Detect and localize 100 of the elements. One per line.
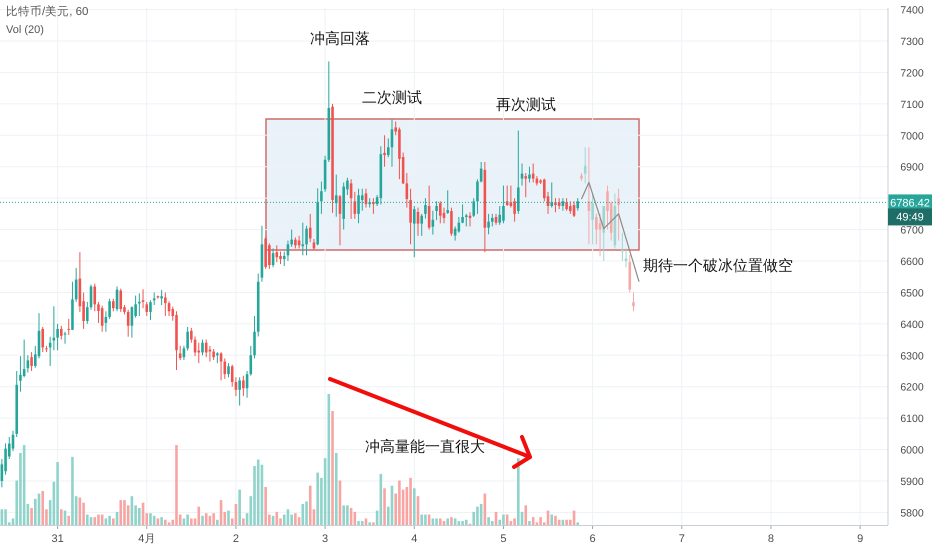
candlestick: [22, 339, 26, 378]
bar: [364, 518, 368, 525]
bar: [357, 521, 360, 525]
candlestick: [194, 336, 196, 357]
candlestick: [286, 240, 290, 262]
bar: [450, 517, 453, 525]
y-tick-label: 6100: [900, 413, 924, 426]
y-tick-label: 6600: [900, 256, 924, 268]
candlestick: [350, 178, 352, 220]
candlestick: [41, 326, 44, 353]
candlestick: [390, 119, 394, 168]
bar: [412, 488, 416, 525]
x-tick-label: 6: [590, 533, 596, 545]
bar: [56, 462, 59, 525]
bar: [227, 510, 230, 525]
candlestick: [52, 306, 56, 351]
y-tick-label: 5900: [900, 476, 924, 488]
bar: [130, 496, 134, 525]
bar: [350, 508, 352, 525]
candlestick: [272, 248, 274, 268]
bar: [409, 478, 412, 525]
bar: [513, 518, 516, 525]
bar: [360, 521, 364, 525]
annotation: Vol (20): [6, 24, 44, 36]
bar: [149, 513, 152, 525]
candlestick: [216, 352, 219, 364]
candlestick: [56, 323, 59, 351]
bar: [182, 518, 186, 525]
candlestick: [227, 362, 230, 378]
bar: [502, 514, 505, 525]
candlestick: [30, 352, 33, 372]
x-tick-label: 4月: [138, 533, 156, 545]
candlestick: [201, 339, 204, 356]
x-tick-label: 9: [857, 533, 864, 545]
y-tick-label: 7400: [900, 4, 924, 17]
bar: [576, 522, 580, 525]
bar: [220, 500, 222, 525]
bar: [168, 522, 170, 525]
bar: [446, 518, 450, 525]
y-tick-label: 7100: [900, 98, 924, 111]
candlestick: [197, 342, 200, 364]
bar: [554, 516, 557, 525]
candlestick: [204, 339, 208, 358]
bar: [372, 522, 375, 525]
candlestick: [282, 251, 286, 267]
candlestick: [182, 345, 186, 360]
bar: [100, 514, 104, 525]
bar: [160, 517, 163, 525]
candlestick: [64, 331, 66, 344]
bar: [201, 516, 204, 525]
bar: [22, 445, 26, 525]
chart-title: 比特币/美元, 60: [6, 4, 88, 18]
candlestick: [294, 236, 297, 249]
bar: [390, 486, 394, 525]
candlestick: [524, 172, 528, 198]
bar: [138, 508, 141, 525]
x-tick-label: 31: [51, 533, 64, 545]
candlestick: [190, 327, 193, 344]
bar: [346, 505, 349, 525]
candlestick: [528, 166, 531, 183]
bar: [380, 474, 382, 525]
bar: [334, 452, 338, 525]
bar: [524, 505, 528, 525]
bar: [338, 480, 342, 525]
bar: [494, 512, 498, 525]
bar: [142, 502, 144, 525]
bar: [435, 518, 438, 525]
bar: [78, 497, 82, 525]
bar: [190, 518, 193, 525]
bar: [565, 520, 568, 525]
candlestick: [308, 213, 312, 243]
bar: [308, 486, 312, 525]
candlestick: [242, 375, 245, 397]
bar: [302, 504, 304, 525]
candlestick: [104, 310, 108, 332]
annotation: 再次测试: [496, 96, 556, 114]
candlestick: [60, 325, 63, 340]
candlestick: [458, 216, 460, 234]
bar: [186, 514, 189, 525]
bar: [562, 520, 564, 525]
bar: [97, 514, 100, 525]
bar: [272, 516, 274, 525]
candlestick: [428, 185, 430, 230]
text: 49:49: [896, 211, 924, 224]
candlestick: [138, 292, 141, 316]
bar: [238, 490, 241, 525]
candlestick: [494, 213, 498, 226]
candlestick: [364, 188, 368, 208]
bar: [438, 518, 442, 525]
candlestick: [108, 298, 111, 320]
candlestick: [246, 370, 248, 398]
bar: [558, 520, 560, 525]
ref-line-label: 6786.42: [890, 197, 930, 210]
bar: [71, 456, 74, 525]
bar: [550, 514, 554, 525]
candlestick: [112, 298, 115, 312]
bar: [4, 509, 7, 525]
candlestick: [558, 198, 560, 210]
bar: [216, 520, 219, 525]
bar: [528, 521, 531, 525]
